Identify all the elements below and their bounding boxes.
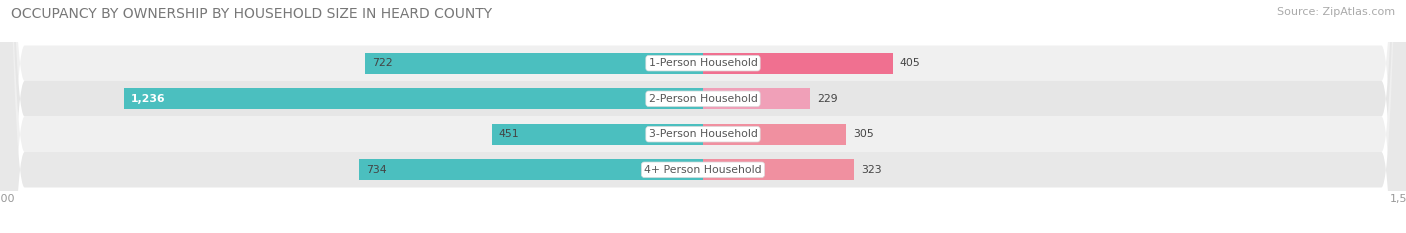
Text: 1,236: 1,236 [131, 94, 166, 104]
Text: 1-Person Household: 1-Person Household [648, 58, 758, 68]
Text: 305: 305 [853, 129, 873, 139]
Text: Source: ZipAtlas.com: Source: ZipAtlas.com [1277, 7, 1395, 17]
Bar [359, 159, 703, 180]
Bar [364, 53, 703, 74]
Text: OCCUPANCY BY OWNERSHIP BY HOUSEHOLD SIZE IN HEARD COUNTY: OCCUPANCY BY OWNERSHIP BY HOUSEHOLD SIZE… [11, 7, 492, 21]
Text: 722: 722 [371, 58, 392, 68]
Text: 405: 405 [900, 58, 921, 68]
Bar [124, 89, 703, 109]
Bar [703, 53, 893, 74]
Text: 2-Person Household: 2-Person Household [648, 94, 758, 104]
Bar [703, 159, 855, 180]
Text: 451: 451 [499, 129, 519, 139]
Bar [703, 124, 846, 144]
Text: 4+ Person Household: 4+ Person Household [644, 165, 762, 175]
Bar [703, 89, 810, 109]
Text: 229: 229 [817, 94, 838, 104]
Text: 3-Person Household: 3-Person Household [648, 129, 758, 139]
Bar [492, 124, 703, 144]
Text: 734: 734 [366, 165, 387, 175]
Text: 323: 323 [862, 165, 882, 175]
